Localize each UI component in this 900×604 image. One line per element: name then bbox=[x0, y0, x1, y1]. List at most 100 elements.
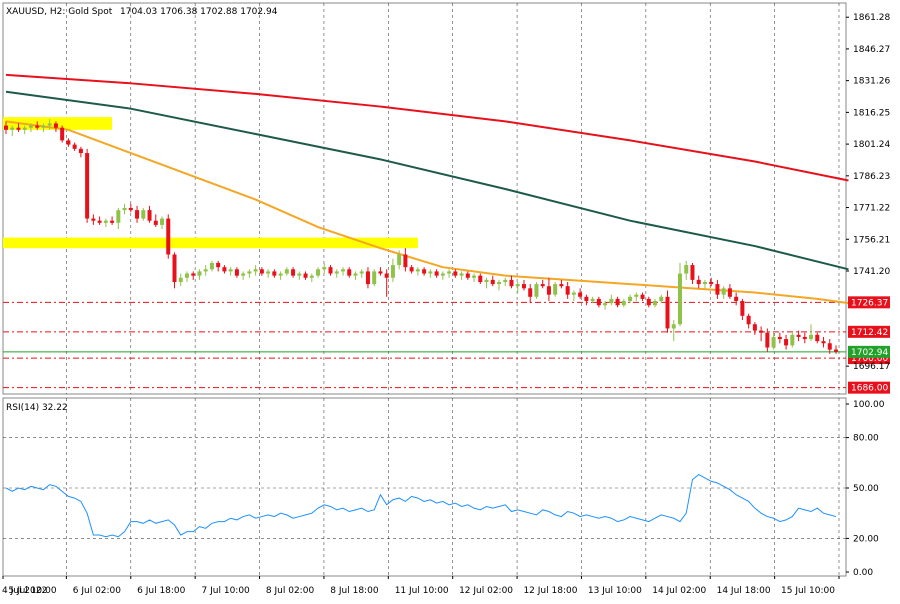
candle-body bbox=[521, 284, 526, 289]
candle-body bbox=[784, 339, 789, 346]
moving-average-line bbox=[5, 90, 849, 271]
candle-body bbox=[628, 296, 633, 302]
candle-body bbox=[640, 294, 645, 299]
candle-body bbox=[715, 284, 720, 295]
candle-body bbox=[671, 324, 676, 329]
candle-body bbox=[291, 269, 296, 276]
candle-body bbox=[378, 271, 383, 274]
candle-body bbox=[802, 336, 807, 340]
time-tick-label: 4 Jul 2022 bbox=[2, 586, 47, 596]
candle-body bbox=[322, 267, 327, 270]
level-badge bbox=[848, 296, 890, 309]
rsi-grid bbox=[3, 398, 846, 576]
candle-body bbox=[4, 125, 8, 130]
candle-body bbox=[809, 334, 814, 340]
candle-body bbox=[328, 267, 333, 274]
candle-body bbox=[815, 334, 820, 342]
candle-body bbox=[734, 296, 739, 302]
price-axis: 1726.37 1712.42 1700.00 1686.00 1702.94 1861.… bbox=[846, 13, 890, 394]
levels bbox=[3, 301, 846, 389]
time-tick-label: 12 Jul 02:00 bbox=[459, 586, 513, 596]
candle-body bbox=[128, 208, 133, 211]
candles bbox=[4, 119, 838, 354]
candle-body bbox=[216, 262, 221, 268]
candle-body bbox=[490, 279, 495, 285]
candle-body bbox=[434, 271, 439, 276]
candle-body bbox=[309, 275, 314, 278]
time-tick-label: 5 Jul 10:00 bbox=[8, 586, 57, 596]
rsi-lines bbox=[5, 473, 837, 538]
time-tick-label: 11 Jul 10:00 bbox=[395, 586, 449, 596]
candle-body bbox=[615, 298, 620, 306]
rsi-tick-label: 20.00 bbox=[853, 534, 879, 544]
candle-body bbox=[365, 271, 370, 285]
price-tick-label: 1756.21 bbox=[853, 235, 890, 245]
time-tick-label: 6 Jul 18:00 bbox=[137, 586, 186, 596]
candle-body bbox=[478, 275, 483, 282]
candle-body bbox=[559, 284, 564, 287]
candle-body bbox=[122, 208, 127, 211]
candle-body bbox=[453, 271, 458, 276]
price-tick-label: 1831.26 bbox=[853, 77, 890, 87]
candle-body bbox=[497, 281, 502, 285]
candle-body bbox=[297, 273, 302, 276]
candle-body bbox=[303, 273, 308, 278]
candle-body bbox=[690, 265, 695, 280]
level-label: 1712.42 bbox=[851, 328, 888, 338]
candle-body bbox=[266, 271, 271, 274]
candle-body bbox=[141, 210, 146, 219]
candle-body bbox=[110, 220, 115, 223]
candle-body bbox=[459, 273, 464, 276]
candle-body bbox=[465, 273, 470, 278]
time-tick-label: 13 Jul 10:00 bbox=[588, 586, 642, 596]
price-tick-label: 1696.17 bbox=[853, 362, 890, 372]
candle-body bbox=[403, 254, 408, 268]
candle-body bbox=[540, 284, 545, 287]
candle-body bbox=[16, 127, 21, 130]
candle-body bbox=[534, 284, 539, 297]
candle-body bbox=[160, 218, 165, 225]
candle-body bbox=[565, 286, 570, 295]
candle-body bbox=[796, 334, 801, 337]
candle-body bbox=[746, 315, 751, 325]
candle-body bbox=[702, 281, 707, 285]
candle-body bbox=[97, 220, 102, 223]
candle-body bbox=[834, 349, 838, 352]
time-tick-label: 12 Jul 18:00 bbox=[523, 586, 577, 596]
candle-body bbox=[384, 273, 389, 278]
candle-body bbox=[47, 123, 52, 126]
level-label: 1726.37 bbox=[851, 298, 888, 308]
candle-body bbox=[228, 269, 233, 272]
candle-body bbox=[515, 284, 520, 287]
candle-body bbox=[172, 254, 177, 282]
candle-body bbox=[621, 301, 626, 306]
candle-body bbox=[484, 279, 489, 282]
candle-body bbox=[22, 127, 27, 130]
candle-body bbox=[147, 210, 152, 221]
candle-body bbox=[41, 125, 46, 128]
candle-body bbox=[653, 301, 658, 306]
candle-body bbox=[66, 140, 71, 145]
candle-body bbox=[740, 301, 745, 316]
candle-body bbox=[10, 127, 15, 130]
candle-body bbox=[509, 279, 514, 287]
price-tick-label: 1741.20 bbox=[853, 267, 890, 277]
candle-body bbox=[659, 296, 664, 302]
candle-body bbox=[241, 273, 246, 276]
moving-average-line bbox=[5, 73, 849, 182]
time-tick-label: 15 Jul 10:00 bbox=[781, 586, 835, 596]
candle-body bbox=[409, 267, 414, 272]
candle-body bbox=[72, 144, 77, 149]
candle-body bbox=[278, 273, 283, 276]
candle-body bbox=[222, 267, 227, 272]
symbol-label: XAUUSD, H2: Gold Spot bbox=[6, 7, 113, 17]
candle-body bbox=[234, 269, 239, 276]
candle-body bbox=[359, 271, 364, 274]
candle-body bbox=[752, 324, 757, 331]
moving-average-line bbox=[5, 120, 849, 305]
candle-body bbox=[790, 334, 795, 346]
price-tick-label: 1801.24 bbox=[853, 140, 890, 150]
candle-body bbox=[472, 275, 477, 278]
